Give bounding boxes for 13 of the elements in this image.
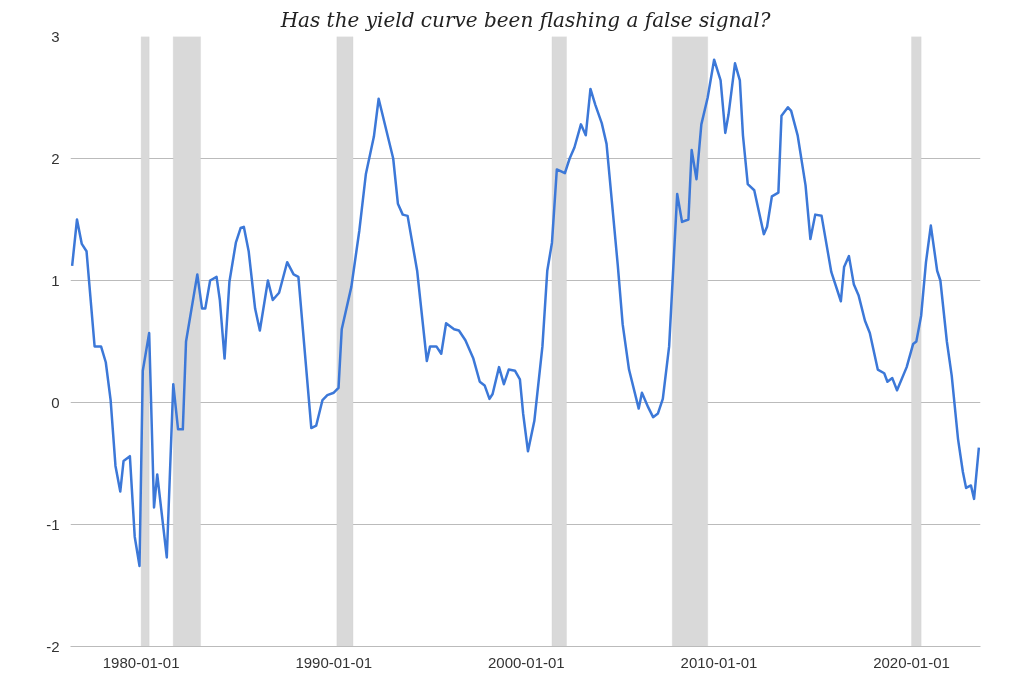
y-tick-label: 0: [51, 393, 60, 411]
y-tick-label: -2: [46, 637, 60, 655]
y-tick-label: 2: [51, 149, 60, 167]
x-tick-label: 2010-01-01: [680, 653, 758, 671]
x-tick-label: 1980-01-01: [102, 653, 180, 671]
y-tick-label: 3: [51, 27, 60, 45]
chart-title: Has the yield curve been flashing a false signal?: [279, 7, 771, 32]
x-tick-label: 1990-01-01: [295, 653, 373, 671]
x-tick-label: 2020-01-01: [873, 653, 950, 671]
x-tick-label: 2000-01-01: [487, 653, 565, 671]
y-tick-label: -1: [46, 515, 60, 533]
line-series: [70, 58, 981, 568]
y-tick-label: 1: [51, 271, 60, 289]
